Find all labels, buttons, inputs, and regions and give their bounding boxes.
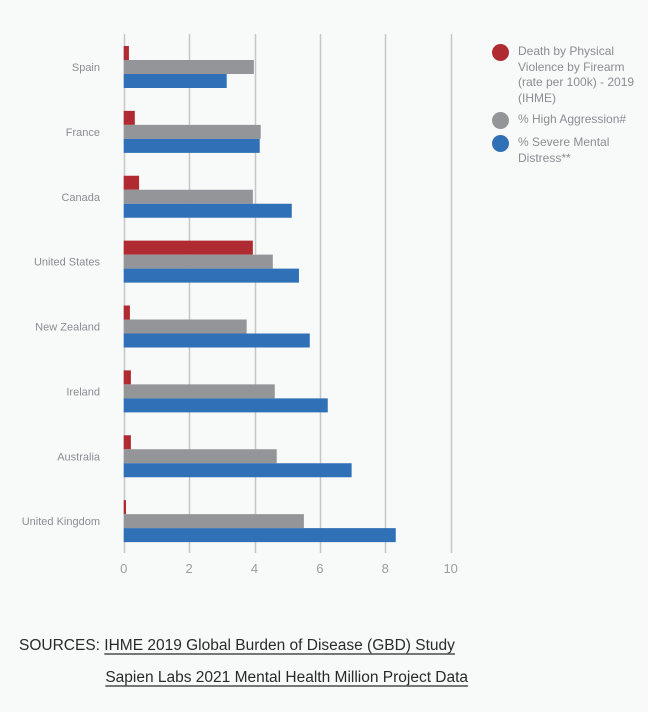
category-label: United States bbox=[34, 257, 101, 269]
category-label: France bbox=[66, 127, 100, 139]
bar bbox=[123, 189, 253, 204]
category-label: Ireland bbox=[66, 386, 100, 398]
bar bbox=[123, 319, 247, 334]
bar bbox=[123, 305, 130, 320]
bar bbox=[123, 175, 140, 190]
legend: Death by Physical Violence by Firearm (r… bbox=[492, 44, 642, 172]
legend-label: Death by Physical Violence by Firearm (r… bbox=[518, 44, 635, 105]
bar bbox=[123, 240, 253, 255]
bar bbox=[123, 60, 254, 74]
x-tick-label: 10 bbox=[443, 561, 457, 576]
bar bbox=[123, 46, 129, 60]
legend-item-firearm-deaths: Death by Physical Violence by Firearm (r… bbox=[492, 44, 642, 106]
bar bbox=[123, 463, 352, 478]
x-tick-label: 8 bbox=[382, 561, 389, 576]
category-label: Australia bbox=[57, 451, 101, 463]
category-label: New Zealand bbox=[35, 322, 100, 334]
legend-label: % Severe Mental Distress** bbox=[518, 135, 610, 165]
category-label: Canada bbox=[61, 192, 100, 204]
bar bbox=[123, 435, 131, 450]
source-link-sapien-labs[interactable]: Sapien Labs 2021 Mental Health Million P… bbox=[105, 669, 469, 686]
bar bbox=[123, 254, 273, 269]
category-label: Spain bbox=[72, 62, 100, 74]
x-tick-label: 2 bbox=[185, 561, 192, 576]
x-tick-label: 6 bbox=[316, 561, 323, 576]
bar-chart: Spain France Canada United States New Zealan… bbox=[22, 34, 458, 576]
legend-swatch-grey bbox=[492, 112, 509, 129]
x-tick-label: 0 bbox=[120, 561, 127, 576]
sources: SOURCES: IHME 2019 Global Burden of Dise… bbox=[19, 636, 468, 700]
bar bbox=[123, 124, 261, 139]
bar bbox=[123, 268, 299, 283]
bar bbox=[123, 528, 396, 543]
bar bbox=[123, 384, 275, 399]
legend-swatch-red bbox=[492, 44, 509, 61]
category-label: United Kingdom bbox=[22, 516, 100, 528]
bar bbox=[123, 500, 126, 515]
sources-prefix: SOURCES: bbox=[19, 637, 100, 654]
legend-item-severe-distress: % Severe Mental Distress** bbox=[492, 135, 642, 166]
x-tick-labels: 0 2 4 6 8 10 bbox=[120, 561, 458, 576]
legend-item-high-aggression: % High Aggression# bbox=[492, 112, 642, 129]
bars bbox=[123, 46, 396, 543]
bar bbox=[123, 514, 304, 529]
bar bbox=[123, 138, 260, 153]
bar bbox=[123, 398, 328, 413]
bar bbox=[123, 370, 131, 385]
bar bbox=[123, 449, 277, 464]
bar bbox=[123, 110, 135, 125]
legend-swatch-blue bbox=[492, 135, 509, 152]
bar bbox=[123, 203, 292, 218]
bar bbox=[123, 74, 227, 88]
bar bbox=[123, 333, 310, 348]
legend-label: % High Aggression# bbox=[518, 112, 627, 126]
category-labels: Spain France Canada United States New Zealan… bbox=[22, 62, 101, 528]
x-tick-label: 4 bbox=[251, 561, 258, 576]
source-link-ihme[interactable]: IHME 2019 Global Burden of Disease (GBD)… bbox=[104, 637, 455, 654]
